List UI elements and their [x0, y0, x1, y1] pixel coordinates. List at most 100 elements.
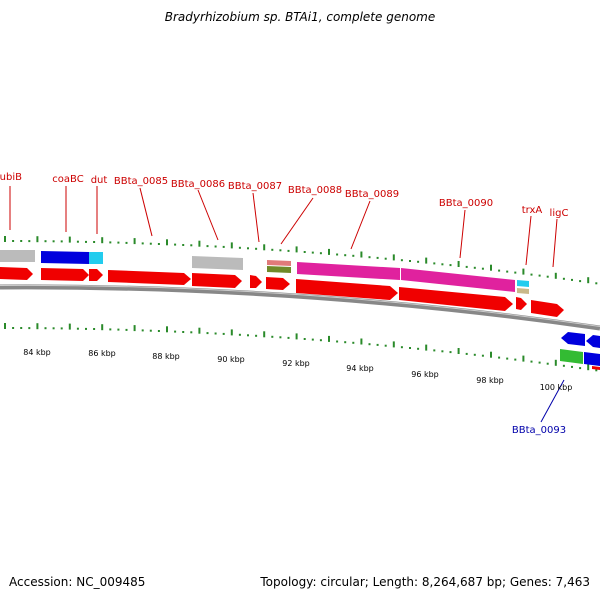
forward-tick: [571, 278, 573, 281]
scale-tick: [457, 348, 460, 354]
leader-ligC: [552, 218, 558, 268]
cds-arrow[interactable]: [0, 267, 33, 280]
leader-BBta_0085: [139, 187, 153, 237]
scale-tick: [376, 343, 379, 346]
scale-labels: 84 kbp 86 kbp 88 kbp 90 kbp 92 kbp 94 kb…: [23, 348, 572, 392]
scale-tick: [157, 330, 160, 332]
gene-label-ubiB[interactable]: ubiB: [0, 172, 22, 183]
forward-tick: [157, 243, 160, 245]
gene-feature-BBta_0093[interactable]: [560, 349, 583, 364]
leader-trxA: [525, 215, 532, 266]
forward-tick: [368, 256, 371, 259]
scale-tick: [473, 353, 476, 356]
topology-summary: Topology: circular; Length: 8,264,687 bp…: [260, 575, 590, 589]
forward-tick: [506, 270, 509, 273]
gene-feature-BBta_0086[interactable]: [192, 256, 243, 270]
cds-arrow[interactable]: [266, 277, 290, 290]
gene-label-dut[interactable]: dut: [91, 175, 108, 186]
cds-arrow[interactable]: [531, 300, 564, 317]
rev-arrow[interactable]: [586, 335, 600, 348]
gene-feature-dut[interactable]: [89, 252, 103, 264]
forward-tick: [20, 240, 23, 242]
cds-arrow[interactable]: [296, 279, 398, 300]
cds-arrow[interactable]: [399, 287, 513, 311]
forward-tick: [449, 264, 452, 267]
forward-tick: [287, 249, 290, 252]
scale-label: 90 kbp: [217, 355, 245, 364]
forward-tick: [85, 240, 87, 243]
forward-tick: [417, 260, 420, 263]
leader-BBta_0093: [540, 379, 565, 423]
forward-tick: [376, 256, 379, 259]
map-title: Bradyrhizobium sp. BTAi1, complete genom…: [164, 10, 436, 24]
forward-tick: [311, 251, 314, 254]
cds-arrow[interactable]: [108, 270, 191, 285]
gene-label-BBta_0088[interactable]: BBta_0088: [288, 185, 342, 196]
scale-tick: [206, 332, 209, 335]
cds-arrow[interactable]: [192, 273, 242, 288]
gene-feature-trxA-b[interactable]: [517, 288, 529, 294]
scale-tick: [490, 351, 492, 358]
reverse-features: [560, 332, 600, 370]
gene-label-BBta_0089[interactable]: BBta_0089: [345, 189, 399, 200]
gene-feature-BBta_0089[interactable]: [297, 262, 400, 280]
forward-tick: [303, 251, 306, 253]
forward-tick: [295, 246, 298, 253]
genome-backbone-highlight: [0, 284, 600, 327]
forward-tick: [279, 249, 282, 252]
gene-label-BBta_0093[interactable]: BBta_0093: [512, 425, 566, 436]
scale-label: 86 kbp: [88, 349, 116, 358]
scale-tick: [328, 335, 330, 342]
cds-arrows: [0, 267, 564, 317]
rev-feature-blue[interactable]: [584, 352, 600, 366]
gene-label-trxA[interactable]: trxA: [522, 205, 543, 216]
forward-tick: [247, 247, 249, 250]
scale-tick: [214, 332, 217, 335]
forward-tick-row: [4, 236, 598, 285]
rev-feature-red[interactable]: [592, 366, 600, 370]
gene-feature-BBta_0088-a[interactable]: [267, 260, 291, 266]
gene-feature-coaBC[interactable]: [41, 251, 89, 264]
cds-arrow[interactable]: [516, 297, 527, 310]
forward-tick: [206, 245, 209, 248]
gene-feature-ubiB[interactable]: [0, 250, 35, 262]
gene-label-coaBC[interactable]: coaBC: [52, 174, 83, 185]
forward-tick: [490, 264, 492, 271]
forward-tick: [457, 261, 460, 267]
accession-text: Accession: NC_009485: [9, 575, 146, 589]
scale-tick: [44, 327, 47, 330]
gene-label-BBta_0090[interactable]: BBta_0090: [439, 198, 493, 209]
forward-tick: [230, 242, 233, 249]
scale-tick: [506, 357, 509, 360]
gene-feature-trxA[interactable]: [517, 280, 529, 287]
scale-tick: [546, 362, 549, 365]
scale-tick: [481, 354, 484, 357]
scale-tick: [311, 338, 314, 341]
scale-tick: [368, 343, 371, 346]
forward-tick: [263, 244, 266, 251]
forward-tick: [271, 248, 274, 251]
gene-label-BBta_0087[interactable]: BBta_0087: [228, 181, 282, 192]
rev-arrow[interactable]: [561, 332, 585, 346]
gene-feature-BBta_0088-b[interactable]: [267, 266, 291, 273]
gene-feature-BBta_0090[interactable]: [401, 268, 515, 292]
forward-tick: [344, 254, 347, 257]
forward-tick: [222, 245, 225, 248]
cds-arrow[interactable]: [41, 268, 89, 281]
scale-tick: [4, 323, 6, 329]
scale-tick: [571, 365, 573, 368]
scale-tick: [149, 329, 152, 332]
gene-label-BBta_0085[interactable]: BBta_0085: [114, 176, 168, 187]
forward-tick: [190, 244, 193, 247]
forward-tick: [473, 266, 476, 269]
cds-arrow[interactable]: [250, 275, 262, 288]
scale-label: 100 kbp: [540, 383, 573, 392]
gene-label-ligC[interactable]: ligC: [550, 208, 569, 219]
forward-tick: [441, 263, 444, 266]
forward-tick: [546, 275, 549, 278]
gene-label-BBta_0086[interactable]: BBta_0086: [171, 179, 225, 190]
forward-tick: [538, 274, 541, 277]
cds-arrow[interactable]: [89, 269, 103, 281]
scale-label: 96 kbp: [411, 370, 439, 379]
